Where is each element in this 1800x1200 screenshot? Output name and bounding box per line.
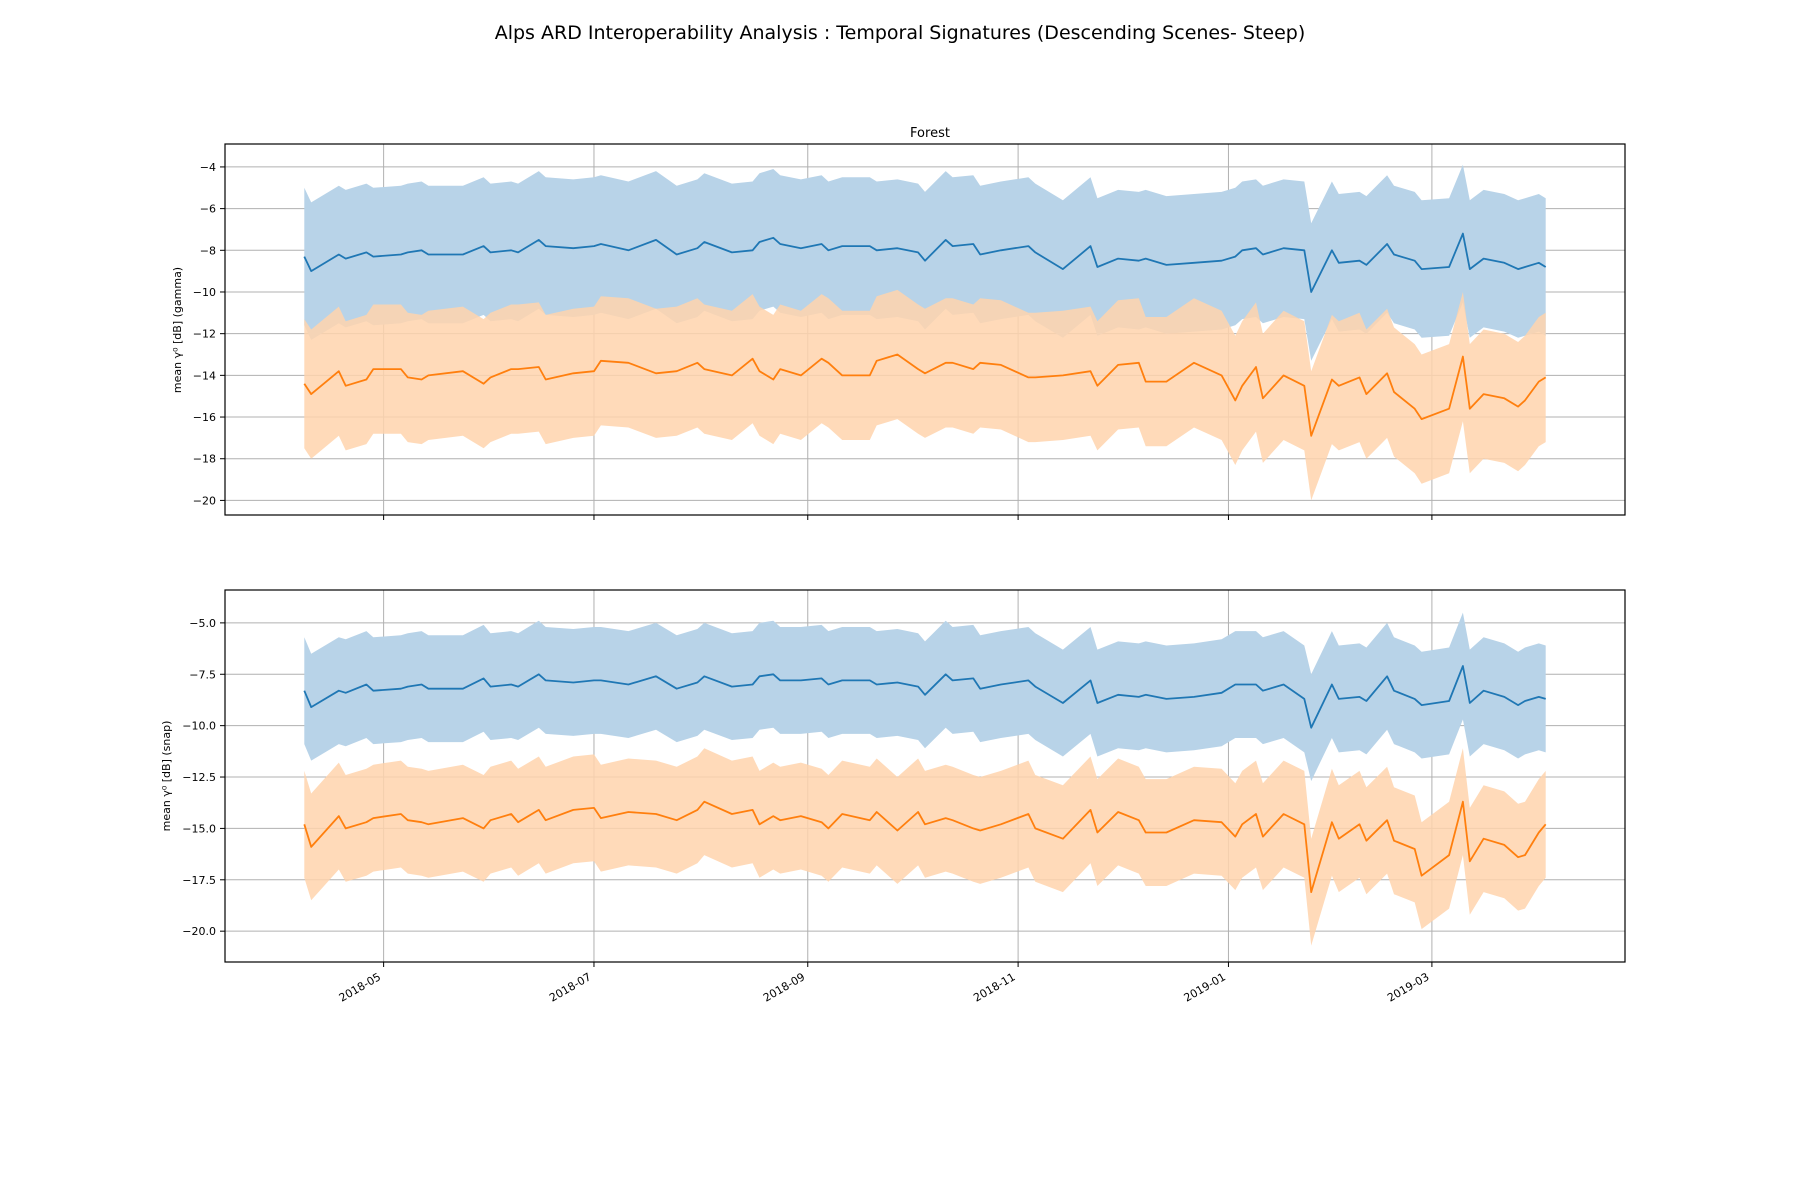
series-1-line (303, 665, 1546, 729)
y-tick-label: −10 (193, 286, 216, 299)
series-2-band (304, 289, 1546, 501)
axes-top-ylabel: mean γ⁰ [dB] (gamma) (171, 267, 184, 393)
x-tick-label: 2018-05 (337, 970, 383, 1004)
y-tick-label: −16 (193, 411, 216, 424)
axes-top-title: Forest (910, 126, 950, 141)
y-tick-label: −15.0 (182, 822, 216, 835)
x-tick-label: 2019-03 (1385, 970, 1431, 1004)
axes-bottom-bands (304, 612, 1546, 946)
axes-bottom: −5.0 −7.5 −10.0 −12.5 −15.0 −17.5 −20.0 2018-0… (160, 589, 1626, 1005)
x-tick-label: 2019-01 (1182, 970, 1228, 1004)
y-tick-label: −4 (200, 161, 216, 174)
x-tick-label: 2018-07 (547, 970, 593, 1004)
axes-bottom-yticks: −5.0 −7.5 −10.0 −12.5 −15.0 −17.5 −20.0 (182, 617, 225, 938)
y-tick-label: −20 (193, 494, 216, 507)
axes-top: Forest −4 −6 −8 −10 −12 −14 −16 −18 −20 mean γ⁰ … (171, 126, 1626, 520)
axes-bottom-xticks: 2018-05 2018-07 2018-09 2018-11 2019-01 2019-… (337, 962, 1433, 1005)
y-tick-label: −20.0 (182, 925, 216, 938)
series-2-line (303, 800, 1547, 893)
axes-bottom-ylabel: mean γ⁰ [dB] (snap) (160, 721, 173, 832)
axes-bottom-lines (303, 665, 1547, 893)
y-tick-label: −7.5 (189, 668, 216, 681)
axes-top-lines (303, 232, 1547, 437)
y-tick-label: −12 (193, 328, 216, 341)
y-tick-label: −5.0 (189, 617, 216, 630)
series-2-band (304, 748, 1546, 946)
axes-top-xticks (383, 515, 1433, 520)
x-tick-label: 2018-11 (971, 970, 1017, 1004)
axes-bottom-frame (224, 589, 1626, 963)
series-1-line (303, 232, 1547, 293)
y-tick-label: −18 (193, 453, 216, 466)
y-tick-label: −14 (193, 369, 216, 382)
x-tick-label: 2018-09 (761, 970, 807, 1004)
y-tick-label: −12.5 (182, 771, 216, 784)
series-2-line (303, 353, 1547, 437)
axes-top-frame (224, 143, 1626, 516)
y-tick-label: −17.5 (182, 874, 216, 887)
y-tick-label: −6 (200, 203, 216, 216)
y-tick-label: −10.0 (182, 720, 216, 733)
series-1-band (304, 612, 1546, 782)
y-tick-label: −8 (200, 244, 216, 257)
axes-top-bands (304, 164, 1546, 501)
axes-top-yticks: −4 −6 −8 −10 −12 −14 −16 −18 −20 (193, 161, 225, 507)
figure-suptitle: Alps ARD Interoperability Analysis : Tem… (495, 22, 1306, 44)
